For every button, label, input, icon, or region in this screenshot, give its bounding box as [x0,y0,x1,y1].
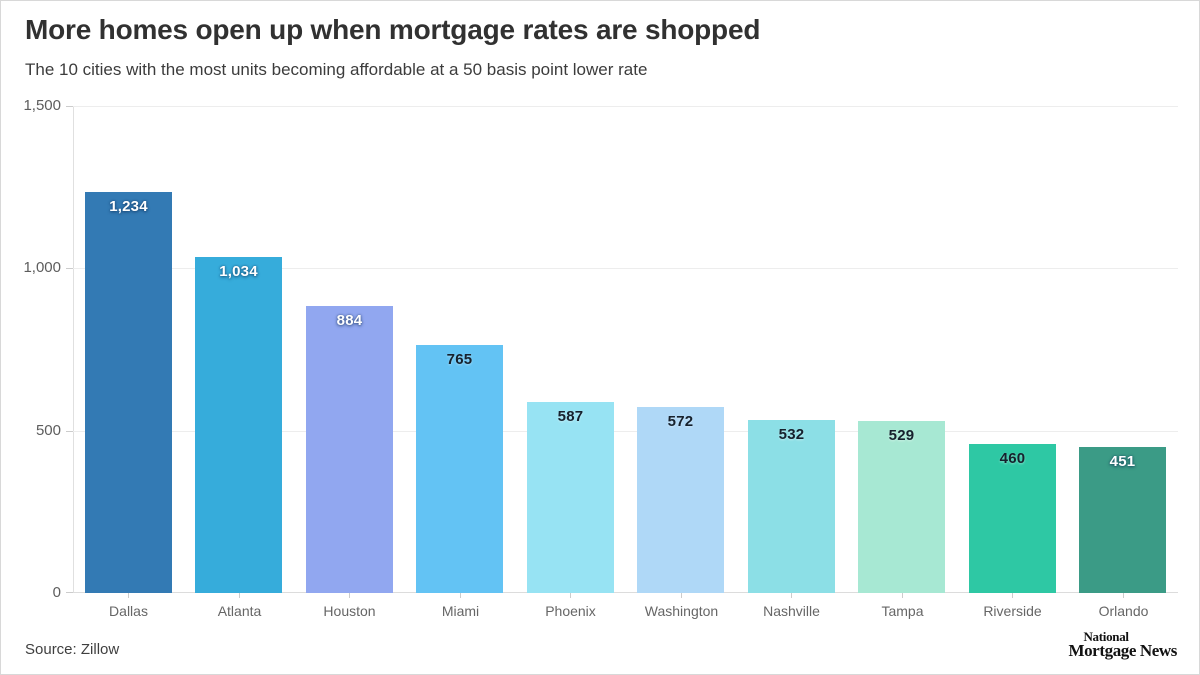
gridline-1500 [73,106,1178,107]
x-axis-label-phoenix: Phoenix [545,603,596,619]
bar-nashville[interactable]: 532 [748,420,835,593]
bar-value-tampa: 529 [888,427,915,444]
bar-value-nashville: 532 [778,426,805,443]
x-axis-label-washington: Washington [644,603,719,619]
gridline-500 [73,431,1178,432]
x-tick-orlando [1123,593,1124,598]
bar-phoenix[interactable]: 587 [527,402,614,593]
y-axis-label-1000: 1,000 [23,259,61,276]
x-tick-washington [681,593,682,598]
chart-subtitle: The 10 cities with the most units becomi… [25,60,648,79]
y-tick-1000 [66,268,73,269]
bar-value-houston: 884 [336,312,363,329]
x-axis-label-miami: Miami [441,603,480,619]
x-axis-label-houston: Houston [323,603,376,619]
bar-dallas[interactable]: 1,234 [85,192,172,593]
logo-line-national: National [1083,629,1129,644]
gridline-0 [73,592,1178,593]
x-tick-atlanta [239,593,240,598]
bar-value-washington: 572 [667,413,694,430]
x-tick-phoenix [570,593,571,598]
x-axis-label-atlanta: Atlanta [217,603,262,619]
x-axis-label-nashville: Nashville [763,603,820,619]
bar-value-miami: 765 [446,351,473,368]
gridline-1000 [73,268,1178,269]
x-tick-dallas [128,593,129,598]
x-axis-label-orlando: Orlando [1098,603,1149,619]
bar-washington[interactable]: 572 [637,407,724,593]
x-tick-nashville [791,593,792,598]
bar-riverside[interactable]: 460 [969,444,1056,593]
chart-title: More homes open up when mortgage rates a… [25,14,761,45]
bar-orlando[interactable]: 451 [1079,447,1166,593]
bar-value-orlando: 451 [1109,453,1136,470]
x-axis-label-dallas: Dallas [109,603,148,619]
x-axis-label-tampa: Tampa [881,603,924,619]
y-axis-line [73,106,74,593]
y-tick-500 [66,431,73,432]
bar-miami[interactable]: 765 [416,345,503,593]
national-mortgage-news-logo: National Mortgage News [1068,630,1177,659]
bar-tampa[interactable]: 529 [858,421,945,593]
y-axis-label-1500: 1,500 [23,97,61,114]
bar-atlanta[interactable]: 1,034 [195,257,282,593]
bar-value-dallas: 1,234 [109,198,148,215]
y-tick-1500 [66,106,73,107]
y-tick-0 [66,592,73,593]
plot-area: 0 500 1,000 1,500 1,234 Dallas 1,034 Atlanta 884… [23,97,1178,619]
y-axis-label-0: 0 [52,584,61,601]
x-axis-label-riverside: Riverside [983,603,1042,619]
bar-value-riverside: 460 [999,450,1026,467]
x-tick-tampa [902,593,903,598]
x-tick-riverside [1012,593,1013,598]
logo-line-mortgage-news: Mortgage News [1068,641,1177,660]
source-label: Source: Zillow [25,641,120,658]
x-tick-miami [460,593,461,598]
bar-houston[interactable]: 884 [306,306,393,593]
bar-value-atlanta: 1,034 [219,263,258,280]
x-tick-houston [349,593,350,598]
bar-value-phoenix: 587 [557,408,584,425]
y-axis-label-500: 500 [35,422,61,439]
